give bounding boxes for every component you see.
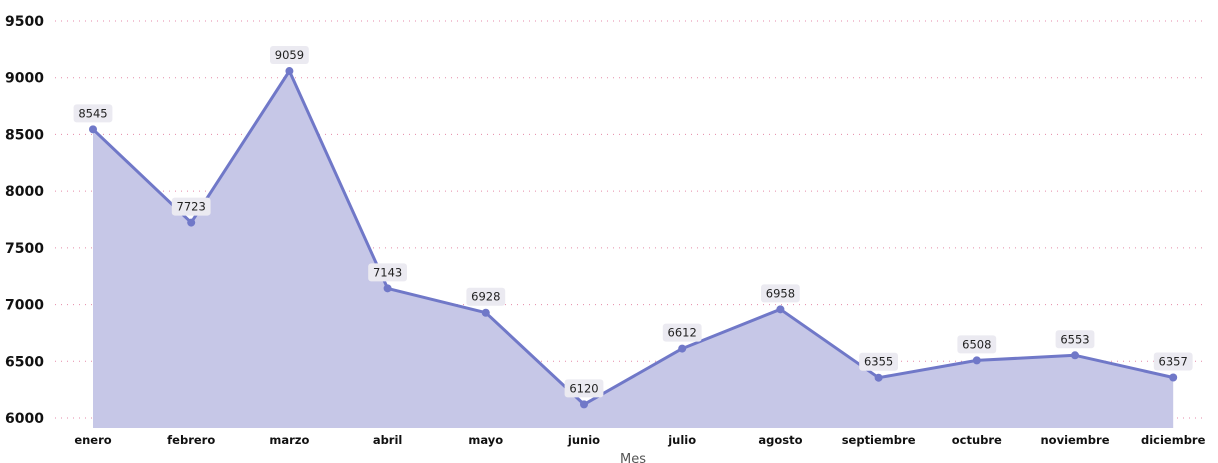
x-axis-ticks: enero febrero marzo abril mayo junio julio agos… (74, 433, 1205, 447)
x-tick-label: mayo (468, 433, 503, 447)
x-tick-label: febrero (167, 433, 215, 447)
y-tick-label: 8500 (5, 127, 44, 143)
y-tick-label: 6500 (5, 354, 44, 370)
x-tick-label: agosto (758, 433, 802, 447)
data-label-background (957, 335, 997, 354)
data-label: 8545 (78, 106, 107, 120)
y-tick-label: 8000 (5, 184, 44, 200)
data-points (89, 67, 1178, 409)
data-label-background (1153, 352, 1193, 371)
data-label-background (761, 284, 800, 303)
x-tick-label: junio (567, 433, 600, 447)
series-area (93, 71, 1174, 428)
data-labels: 8545 7723 9059 7143 6928 6120 6612 6958 6355 6508… (73, 46, 1193, 398)
x-tick-label: julio (667, 433, 696, 447)
data-label-background (662, 323, 702, 342)
data-label-background (270, 46, 309, 65)
x-tick-label: enero (74, 433, 111, 447)
data-point[interactable] (187, 218, 196, 227)
data-label: 6357 (1159, 355, 1188, 369)
data-point[interactable] (580, 400, 588, 409)
data-label-background (564, 379, 604, 398)
data-label-background (171, 197, 211, 216)
x-tick-label: noviembre (1040, 433, 1109, 447)
y-tick-label: 9000 (5, 71, 44, 87)
data-label-background (859, 352, 898, 371)
data-label-background (368, 263, 407, 282)
data-label: 6958 (766, 286, 795, 300)
data-label-background (466, 287, 506, 306)
data-point[interactable] (383, 284, 392, 293)
data-label: 6355 (864, 355, 893, 369)
data-label: 6508 (962, 337, 991, 351)
data-label-background (73, 104, 113, 123)
data-label: 9059 (275, 48, 304, 62)
data-point[interactable] (1071, 351, 1079, 360)
y-axis-ticks: 6000 6500 7000 7500 8000 8500 9000 9500 (5, 14, 44, 427)
data-label: 6928 (471, 290, 500, 304)
data-point[interactable] (1169, 373, 1178, 382)
y-tick-label: 7000 (5, 298, 44, 314)
series-line (91, 69, 1174, 406)
data-point[interactable] (481, 308, 490, 317)
y-tick-label: 9500 (5, 14, 44, 30)
data-point[interactable] (776, 305, 785, 314)
data-label: 7143 (373, 265, 402, 279)
x-tick-label: marzo (269, 433, 309, 447)
y-tick-label: 7500 (5, 241, 44, 257)
data-point[interactable] (874, 373, 883, 382)
data-label: 6612 (668, 326, 697, 340)
data-label: 6120 (569, 381, 598, 395)
data-point[interactable] (89, 125, 97, 134)
data-label-background (1055, 330, 1095, 349)
y-tick-label: 6000 (5, 411, 44, 427)
data-point[interactable] (285, 67, 294, 76)
x-tick-label: diciembre (1141, 433, 1206, 447)
data-label: 6553 (1060, 332, 1089, 346)
x-axis-title: Mes (620, 452, 646, 463)
x-tick-label: abril (373, 433, 403, 447)
data-label: 7723 (177, 200, 206, 214)
data-point[interactable] (972, 356, 981, 365)
x-tick-label: septiembre (842, 433, 916, 447)
x-tick-label: octubre (952, 433, 1002, 447)
data-point[interactable] (678, 344, 687, 353)
